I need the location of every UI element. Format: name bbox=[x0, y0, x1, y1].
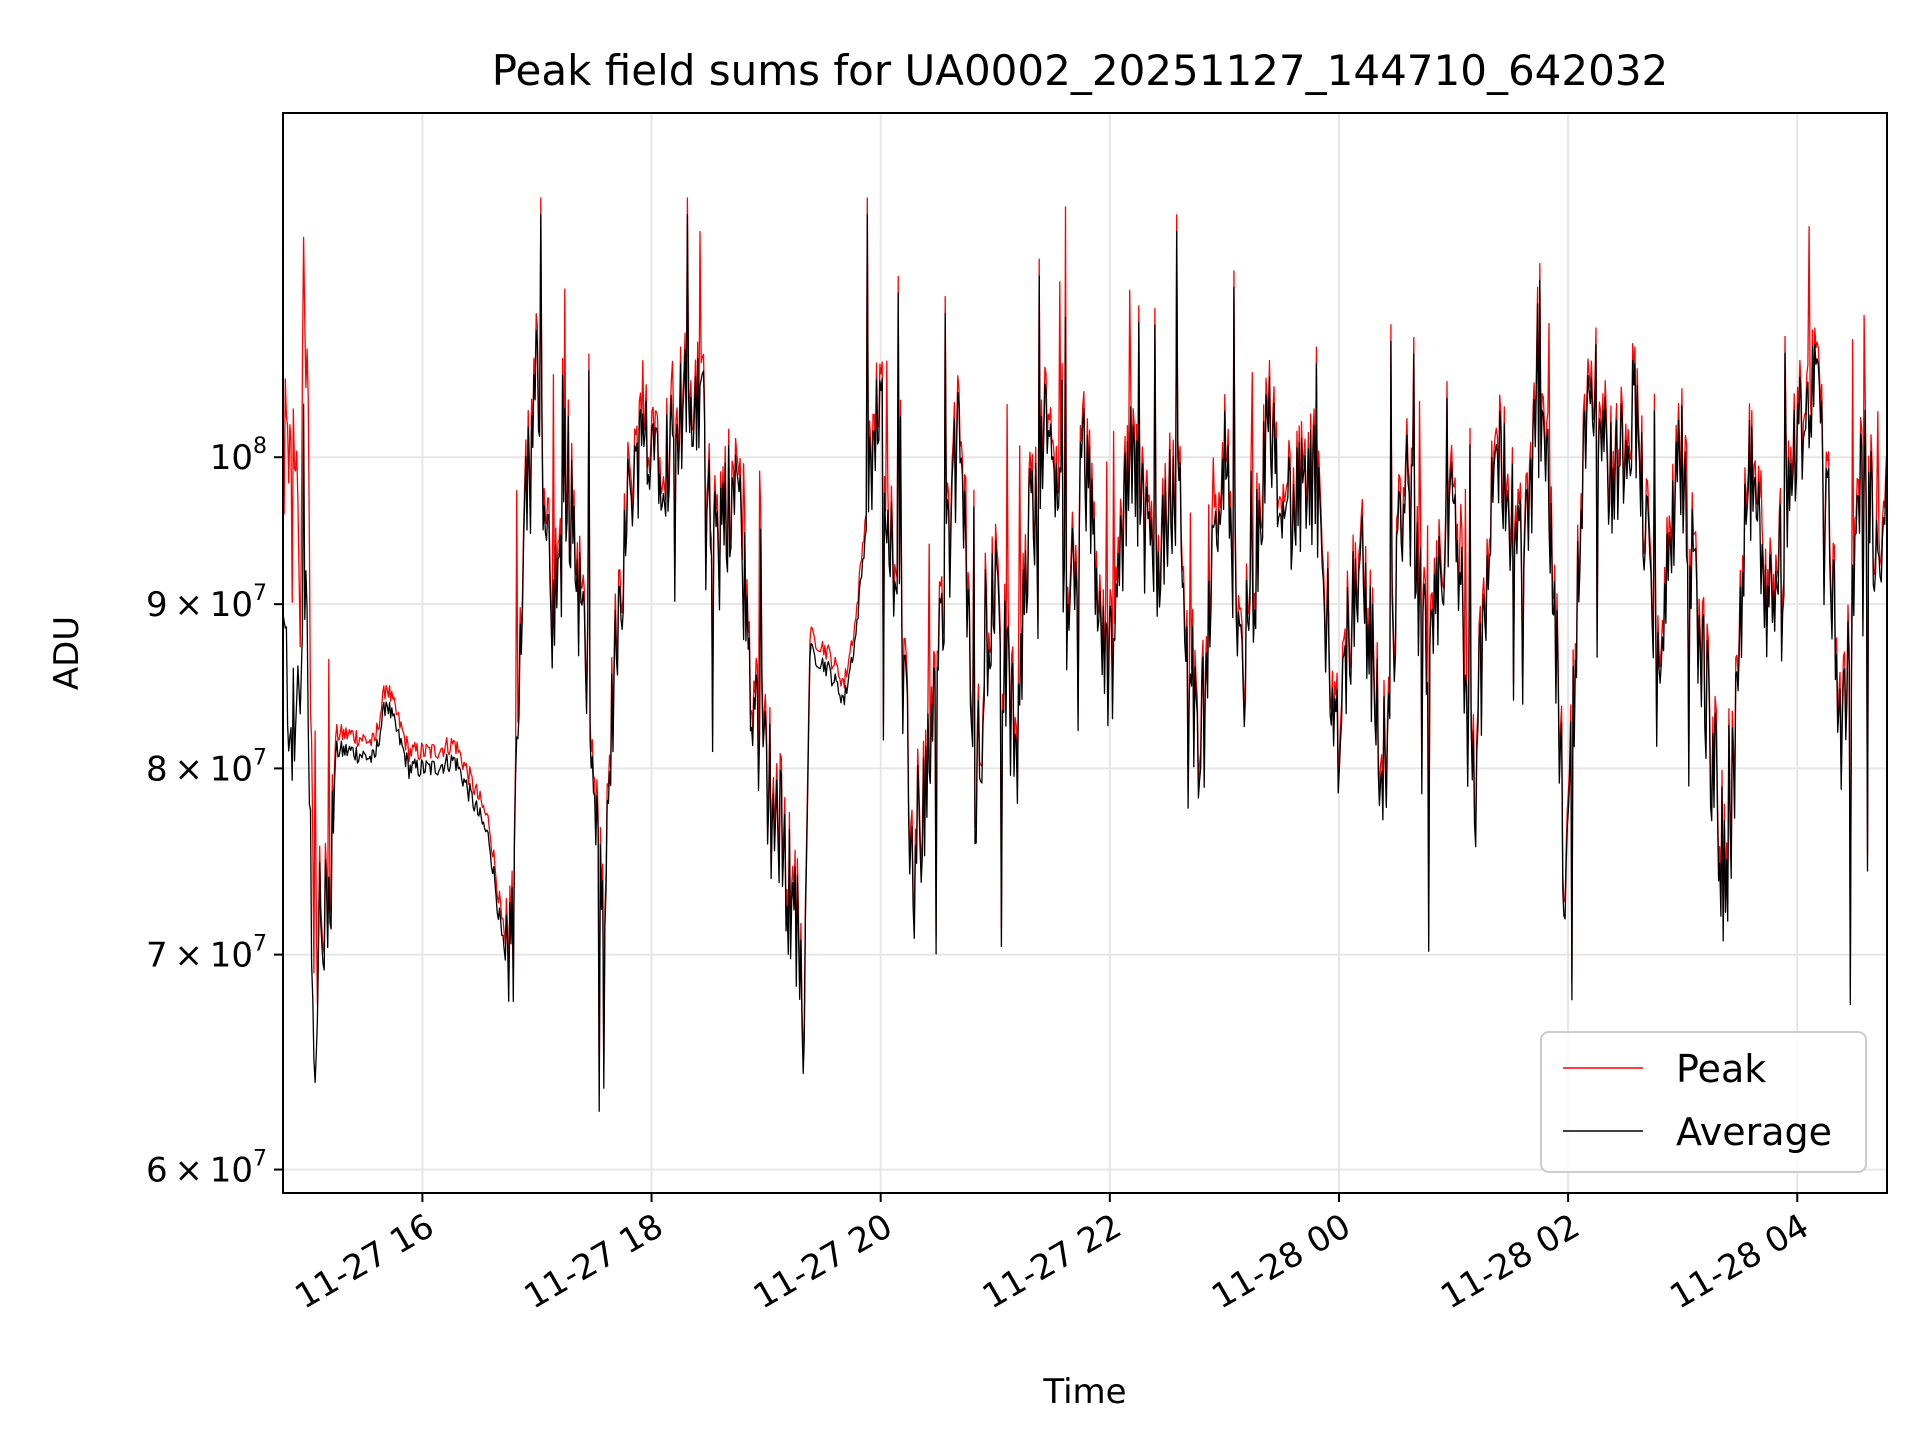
chart-title: Peak field sums for UA0002_20251127_1447… bbox=[492, 46, 1669, 95]
legend: Peak Average bbox=[1540, 1031, 1867, 1173]
series-line-peak bbox=[282, 197, 1888, 1096]
legend-average-label: Average bbox=[1676, 1110, 1832, 1154]
y-tick-exponent: 7 bbox=[253, 932, 267, 957]
x-tick-label: 11-27 16 bbox=[289, 1206, 441, 1317]
y-tick-mantissa: 6 × 10 bbox=[146, 1151, 253, 1191]
y-tick-mantissa: 7 × 10 bbox=[146, 936, 253, 976]
x-tick-label: 11-27 20 bbox=[747, 1206, 899, 1317]
legend-box bbox=[1540, 1031, 1867, 1173]
x-axis: 11-27 16 11-27 18 11-27 20 11-27 22 11-28 00… bbox=[289, 1193, 1816, 1317]
y-tick-label: 9 × 107 bbox=[146, 581, 267, 625]
y-tick-exponent: 7 bbox=[253, 1147, 267, 1172]
legend-peak-label: Peak bbox=[1676, 1047, 1766, 1091]
x-tick-label: 11-28 04 bbox=[1663, 1206, 1815, 1317]
y-tick-label: 8 × 107 bbox=[146, 745, 267, 789]
y-tick-exponent: 7 bbox=[253, 581, 267, 606]
x-axis-label: Time bbox=[1042, 1372, 1126, 1412]
plot-area bbox=[282, 197, 1888, 1112]
plot-frame bbox=[282, 112, 1888, 1194]
y-tick-label: 6 × 107 bbox=[146, 1147, 267, 1191]
x-tick-label: 11-28 02 bbox=[1434, 1206, 1586, 1317]
x-tick-label: 11-28 00 bbox=[1205, 1206, 1357, 1317]
x-tick-label: 11-27 22 bbox=[976, 1206, 1128, 1317]
series-line-average bbox=[282, 214, 1888, 1112]
y-tick-mantissa: 9 × 10 bbox=[146, 585, 253, 625]
y-tick-label: 108 bbox=[210, 434, 267, 478]
y-tick-exponent: 8 bbox=[253, 434, 267, 459]
y-tick-mantissa: 10 bbox=[210, 438, 253, 478]
y-axis-label: ADU bbox=[47, 616, 87, 690]
y-tick-exponent: 7 bbox=[253, 745, 267, 770]
y-tick-mantissa: 8 × 10 bbox=[146, 749, 253, 789]
x-tick-label: 11-27 18 bbox=[518, 1206, 670, 1317]
y-tick-label: 7 × 107 bbox=[146, 932, 267, 976]
